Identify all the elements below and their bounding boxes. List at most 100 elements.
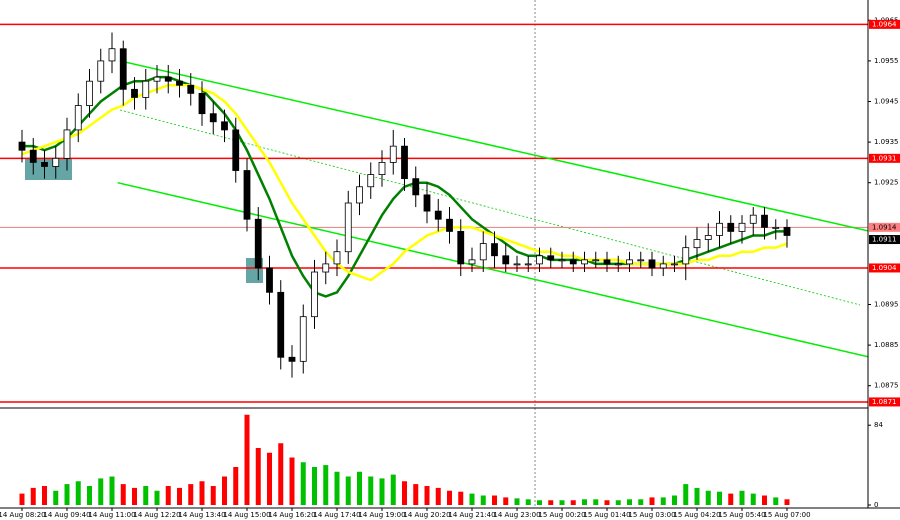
candle-body	[479, 243, 487, 261]
volume-bar	[120, 484, 126, 505]
candle-body	[569, 259, 577, 265]
y-tick-label: 1.0895	[874, 301, 899, 309]
volume-bar	[87, 486, 92, 505]
volume-bar	[53, 490, 59, 505]
y-tick-label: 1.0885	[874, 341, 899, 349]
volume-bar	[739, 490, 745, 505]
candle-body	[457, 231, 465, 265]
volume-bar	[537, 500, 542, 505]
candle-body	[142, 80, 150, 98]
channel-line	[119, 60, 868, 232]
x-tick-label: 14 Aug 17:40	[313, 511, 360, 519]
last-price-box	[869, 235, 900, 245]
candle-body	[468, 259, 476, 265]
volume-bar	[379, 478, 385, 505]
candle-body	[86, 80, 93, 106]
candle-body	[176, 80, 183, 86]
volume-bar	[402, 481, 407, 505]
volume-bar	[514, 498, 520, 505]
candle-body	[108, 48, 116, 62]
x-tick-label: 14 Aug 21:40	[448, 511, 495, 519]
volume-tick-label: 0	[874, 501, 878, 509]
volume-bar	[390, 474, 396, 505]
volume-bar	[278, 443, 284, 505]
volume-bar	[458, 491, 464, 505]
candle-body	[558, 259, 566, 262]
candle-body	[333, 251, 341, 265]
candle-body	[659, 263, 667, 269]
volume-bar	[447, 490, 452, 505]
x-tick-label: 15 Aug 04:20	[673, 511, 720, 519]
candle-body	[378, 161, 386, 175]
candle-body	[434, 210, 442, 220]
candle-body	[221, 121, 228, 131]
volume-bar	[210, 486, 216, 505]
moving-average	[21, 84, 788, 282]
candle-body	[401, 145, 408, 180]
candle-body	[547, 255, 555, 261]
volume-bar	[728, 493, 734, 505]
candle-body	[536, 255, 543, 265]
x-tick-label: 14 Aug 12:20	[133, 511, 180, 519]
volume-bar	[165, 486, 171, 505]
current-price-label: 1.0914	[872, 223, 897, 231]
volume-bar	[188, 484, 194, 505]
candle-body	[344, 202, 352, 253]
volume-bar	[267, 452, 272, 505]
candle-body	[772, 226, 780, 229]
candle-body	[29, 149, 37, 163]
candle-body	[299, 316, 307, 362]
volume-bar	[334, 471, 340, 505]
volume-bar	[109, 476, 115, 505]
level-label: 1.0904	[872, 264, 897, 272]
candle-body	[356, 186, 363, 204]
candle-body	[63, 129, 71, 159]
channel-line	[117, 181, 868, 358]
volume-bar	[75, 481, 81, 505]
candle-body	[389, 145, 397, 163]
candle-body	[704, 235, 712, 240]
level-label-box	[869, 397, 900, 407]
volume-bar	[660, 497, 666, 505]
candle-body	[783, 226, 791, 236]
level-label: 1.0964	[872, 20, 897, 28]
volume-bar	[255, 448, 261, 505]
y-tick-label: 1.0935	[874, 138, 899, 146]
candle-body	[198, 92, 206, 115]
level-label-box	[869, 19, 900, 29]
signal-box	[25, 158, 72, 180]
volume-bar	[199, 481, 205, 505]
candle-body	[581, 259, 588, 265]
volume-bar	[525, 499, 531, 505]
level-label-box	[869, 263, 900, 273]
volume-bar	[773, 497, 779, 505]
volume-bar	[154, 490, 160, 505]
volume-bar	[638, 499, 644, 505]
current-price-box	[869, 222, 900, 232]
x-tick-label: 15 Aug 00:20	[538, 511, 585, 519]
candle-body	[209, 113, 217, 123]
candle-body	[716, 222, 723, 236]
candle-body	[738, 222, 746, 232]
x-tick-label: 14 Aug 08:20	[0, 511, 46, 519]
volume-bar	[357, 471, 362, 505]
level-label-box	[869, 153, 900, 163]
volume-bar	[300, 462, 306, 505]
volume-bar	[424, 486, 430, 505]
x-tick-label: 15 Aug 01:40	[583, 511, 630, 519]
volume-bar	[750, 493, 756, 505]
volume-bar	[559, 500, 565, 505]
candle-body	[524, 263, 532, 266]
volume-bar	[762, 495, 767, 505]
candle-body	[626, 259, 633, 265]
volume-bar	[615, 500, 621, 505]
volume-bar	[177, 487, 182, 505]
candle-body	[749, 214, 757, 224]
axes: 1.09651.09551.09451.09351.09251.08951.08…	[0, 16, 900, 519]
candle-body	[232, 129, 240, 171]
candle-body	[423, 194, 431, 212]
volume-bar	[132, 487, 137, 505]
candle-body	[367, 174, 375, 188]
volume-bar	[233, 467, 239, 505]
